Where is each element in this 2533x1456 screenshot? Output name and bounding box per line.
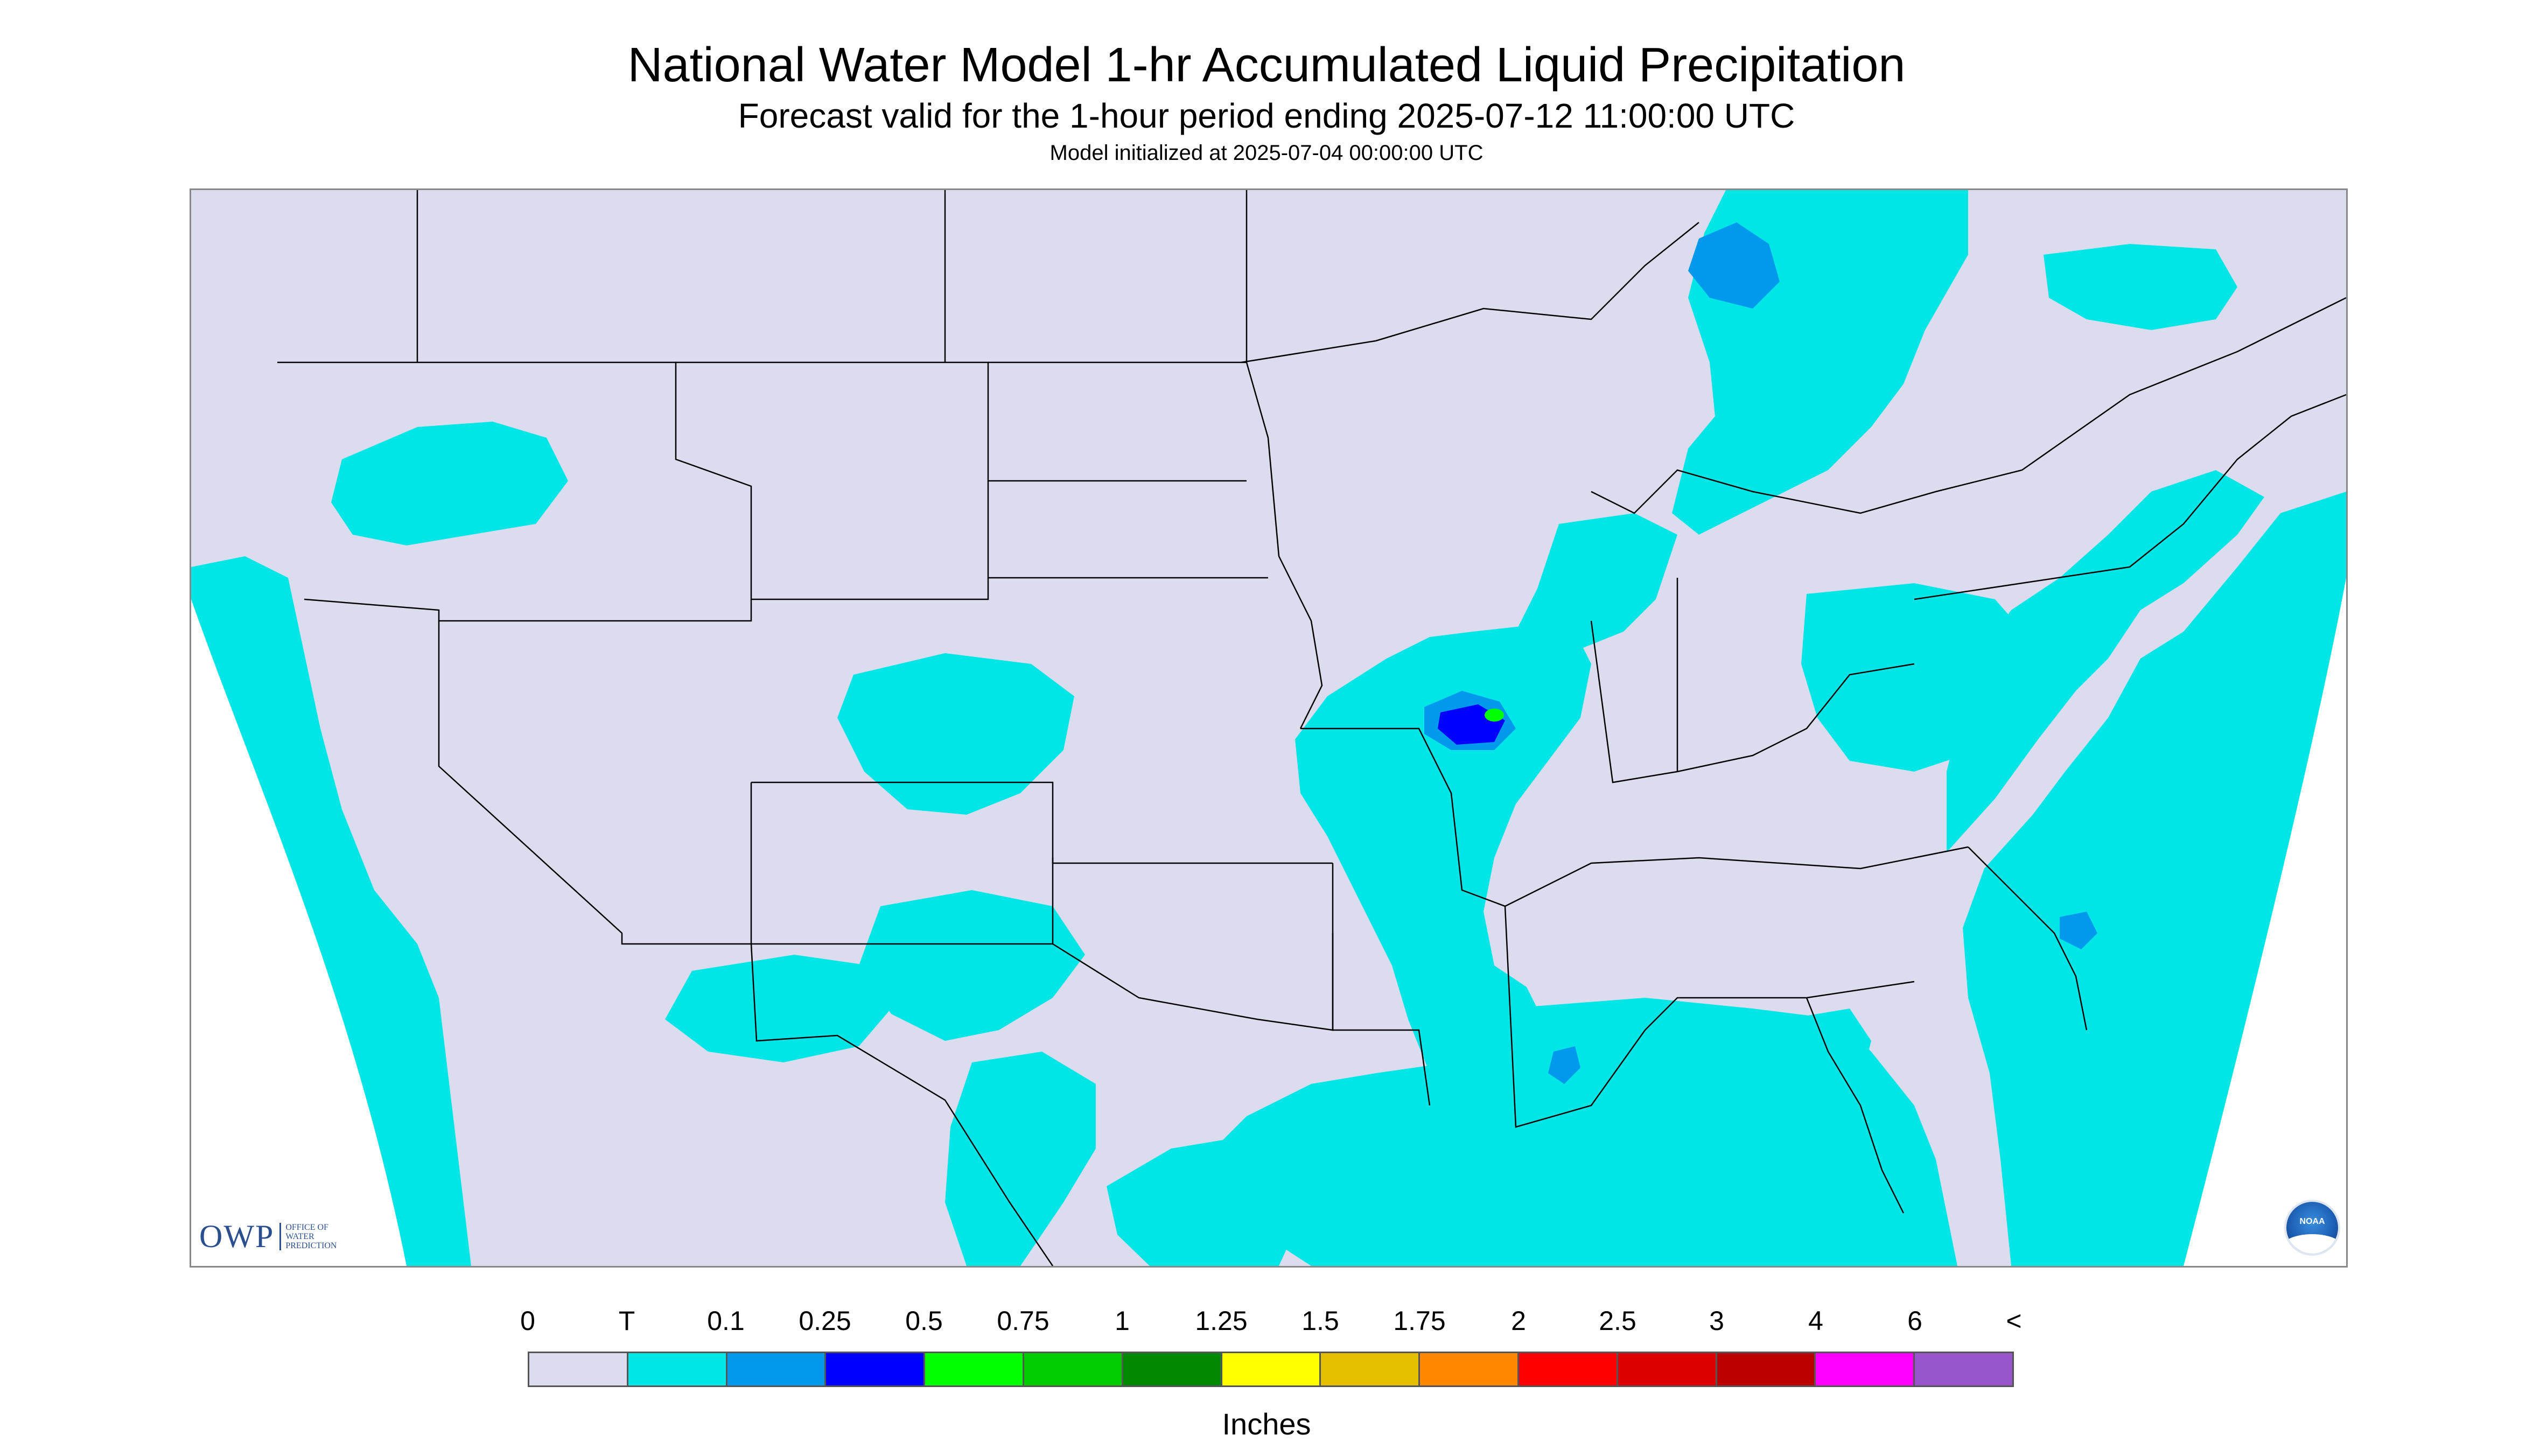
legend-swatch xyxy=(1816,1353,1915,1385)
florida-border xyxy=(1806,997,1905,1214)
color-legend xyxy=(528,1352,2014,1387)
map-subtitle: Forecast valid for the 1-hour period end… xyxy=(738,96,1795,135)
noaa-logo-text: NOAA xyxy=(2299,1217,2325,1226)
nevada-california-border xyxy=(438,621,751,945)
legend-label: 0.25 xyxy=(799,1306,851,1336)
legend-label: 1.25 xyxy=(1195,1306,1248,1336)
legend-swatch xyxy=(1222,1353,1321,1385)
carolina-border xyxy=(1968,846,2088,1031)
precipitation-map xyxy=(190,188,2348,1268)
ohio-valley-border xyxy=(1590,620,1915,783)
legend-swatch xyxy=(925,1353,1024,1385)
owp-logo-subtext: OFFICE OF WATER PREDICTION xyxy=(279,1223,337,1250)
owp-logo-text: OWP xyxy=(199,1219,275,1254)
legend-swatch xyxy=(1717,1353,1816,1385)
legend-label: 2.5 xyxy=(1599,1306,1636,1336)
map-title: National Water Model 1-hr Accumulated Li… xyxy=(627,38,1906,92)
arkansas-louisiana-border xyxy=(1332,863,1431,1106)
northwest-states-border xyxy=(277,361,752,622)
legend-label: 0 xyxy=(520,1306,535,1336)
texas-west-border xyxy=(750,943,1054,1266)
legend-swatch xyxy=(1519,1353,1618,1385)
legend-label: 0.75 xyxy=(997,1306,1049,1336)
legend-label: 0.1 xyxy=(707,1306,745,1336)
legend-label: < xyxy=(2006,1306,2022,1336)
legend-swatch xyxy=(826,1353,926,1385)
map-canvas xyxy=(191,190,2346,1266)
legend-swatch xyxy=(1024,1353,1123,1385)
legend-label: 6 xyxy=(1907,1306,1922,1336)
legend-label: 1 xyxy=(1115,1306,1130,1336)
legend-swatch xyxy=(1123,1353,1222,1385)
legend-label: 4 xyxy=(1808,1306,1823,1336)
owp-logo: OWP OFFICE OF WATER PREDICTION xyxy=(199,1218,337,1255)
legend-label: 1.5 xyxy=(1302,1306,1339,1336)
legend-label: 0.5 xyxy=(905,1306,943,1336)
legend-label: 1.75 xyxy=(1393,1306,1446,1336)
heavy-precip-area xyxy=(1485,709,1504,722)
trace-precip-areas xyxy=(191,190,2346,1266)
noaa-logo-wave xyxy=(2286,1234,2338,1254)
model-init-text: Model initialized at 2025-07-04 00:00:00… xyxy=(1049,141,1484,165)
noaa-logo-icon: NOAA xyxy=(2284,1200,2340,1256)
legend-label: 3 xyxy=(1709,1306,1724,1336)
legend-label: T xyxy=(618,1306,635,1336)
canada-border-east xyxy=(1591,297,2346,514)
legend-label: 2 xyxy=(1511,1306,1526,1336)
boundary-lines xyxy=(277,190,2346,1266)
legend-swatch xyxy=(529,1353,628,1385)
legend-swatch xyxy=(727,1353,827,1385)
legend-swatch xyxy=(1915,1353,2012,1385)
new-mexico-oklahoma-border xyxy=(750,782,1054,945)
legend-swatch xyxy=(628,1353,727,1385)
legend-swatch xyxy=(1420,1353,1519,1385)
northeast-border xyxy=(1914,394,2346,600)
legend-swatch xyxy=(1618,1353,1717,1385)
canada-great-lakes-border xyxy=(1241,222,1699,363)
legend-swatch xyxy=(1321,1353,1421,1385)
legend-units: Inches xyxy=(1222,1407,1311,1441)
colorado-kansas-border xyxy=(751,781,1333,864)
